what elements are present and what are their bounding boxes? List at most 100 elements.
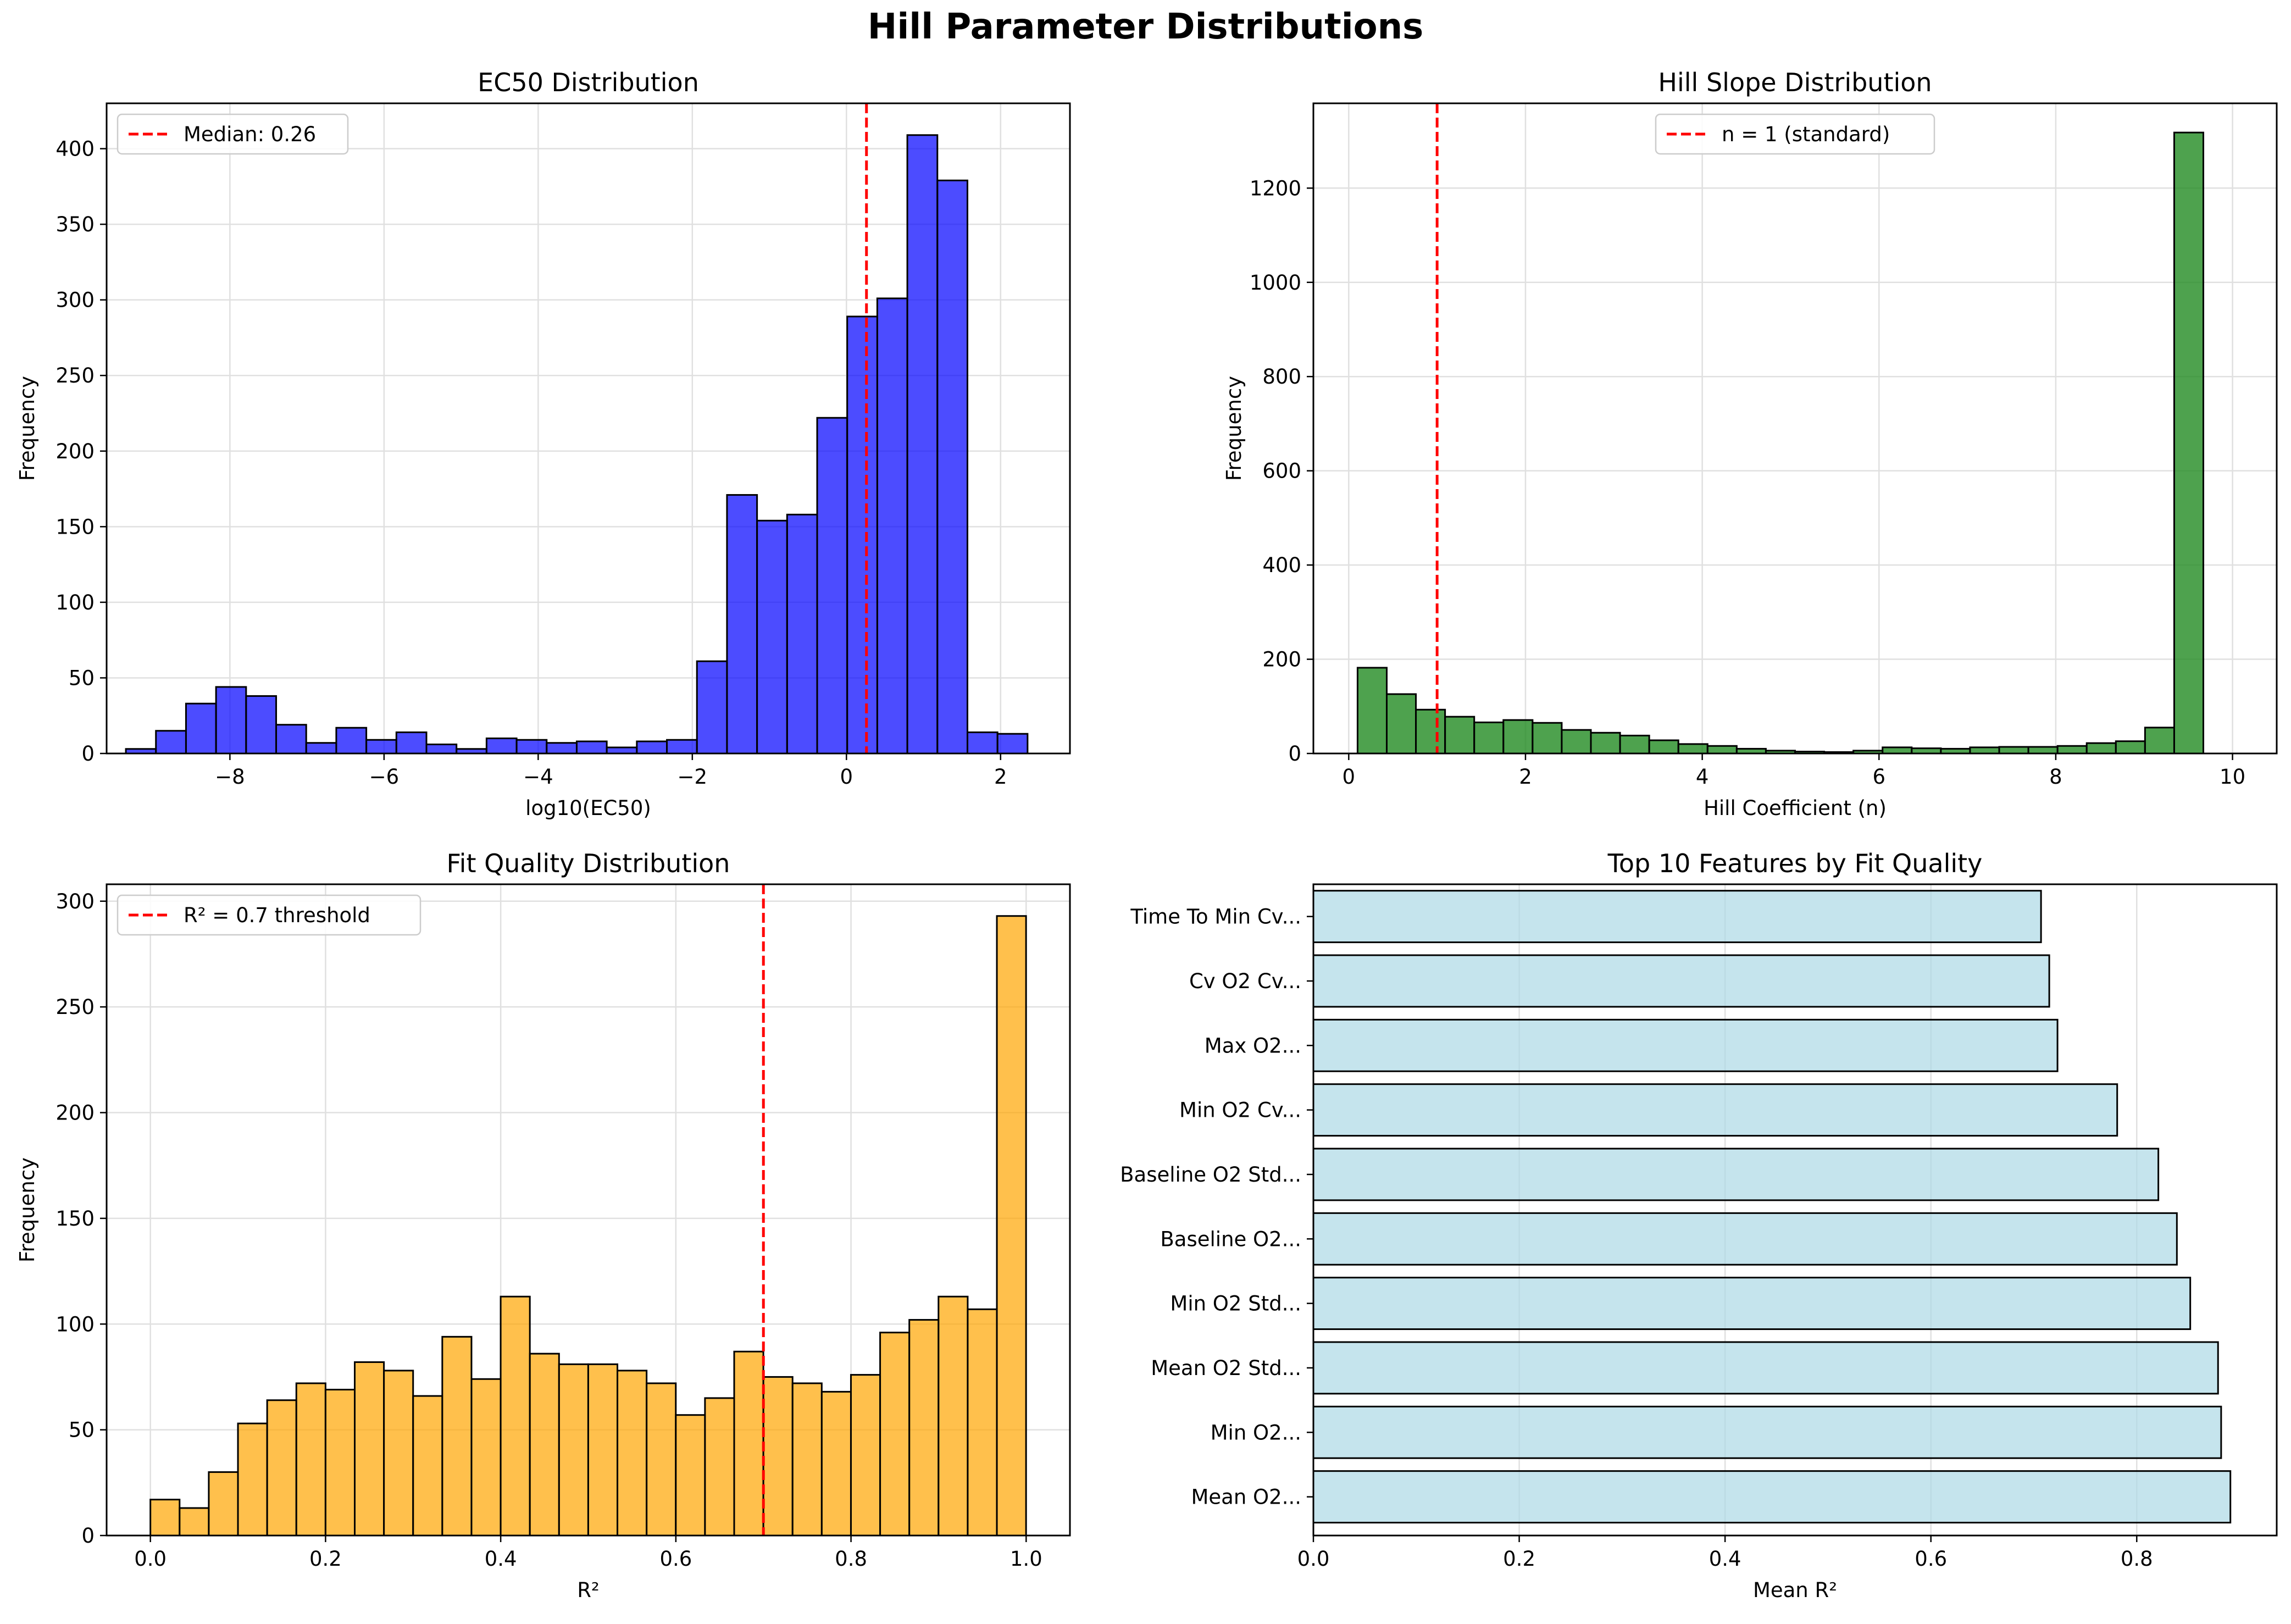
histogram-bar [1502, 719, 1534, 755]
histogram-bar [2115, 740, 2146, 755]
y-tick-label: 600 [1262, 459, 1301, 483]
histogram-bar [606, 746, 638, 755]
histogram-bar [515, 739, 548, 755]
feature-bar [1312, 954, 2050, 1008]
x-tick-label: 2 [994, 765, 1007, 789]
histogram-bar [335, 727, 368, 755]
x-axis-label: Mean R² [1753, 1578, 1837, 1602]
legend-label: R² = 0.7 threshold [184, 904, 370, 927]
histogram-bar [365, 739, 397, 755]
chart-panel-2: Hill Slope Distribution 0 2 4 6 8 10 0 200 400 600… [1222, 68, 2278, 820]
histogram-bar [1415, 708, 1446, 755]
y-tick-label: 50 [69, 666, 95, 690]
x-tick-label: −6 [369, 765, 400, 789]
histogram-bar [846, 315, 878, 755]
histogram-bar [666, 739, 698, 755]
x-tick-label: 0 [1343, 765, 1356, 789]
axes-frame [1312, 102, 2278, 755]
chart-panel-4: Top 10 Features by Fit Quality 0.0 0.2 0.4 0… [1120, 849, 2278, 1602]
histogram-bar [1590, 731, 1621, 755]
histogram-bar [1706, 745, 1738, 755]
legend: R² = 0.7 threshold [117, 894, 421, 936]
histogram-bar [786, 513, 818, 755]
histogram-bar [305, 742, 337, 755]
feature-bar [1312, 1470, 2232, 1524]
y-tick-label: 1200 [1250, 176, 1301, 200]
chart-title: Hill Slope Distribution [1658, 68, 1932, 97]
histogram-bar [2085, 742, 2117, 755]
feature-bar [1312, 1083, 2118, 1137]
histogram-bar [1561, 729, 1592, 755]
y-tick-label: Baseline O2... [1160, 1227, 1301, 1251]
histogram-bar [412, 1395, 443, 1537]
histogram-bar [617, 1370, 648, 1537]
y-tick-label: 250 [56, 364, 95, 387]
chart-panel-1: EC50 Distribution −8 −6 −4 −2 0 2 0 50 100 150 200 2… [15, 68, 1071, 820]
histogram-bar [587, 1363, 619, 1537]
chart-title: EC50 Distribution [478, 68, 699, 97]
x-tick-label: 10 [2220, 765, 2245, 789]
histogram-bar [966, 731, 999, 755]
y-tick-label: Min O2... [1211, 1421, 1301, 1444]
x-tick-label: 8 [2049, 765, 2062, 789]
x-axis-label: Hill Coefficient (n) [1704, 796, 1887, 820]
y-tick-label: 200 [56, 1101, 95, 1125]
x-tick-label: 4 [1696, 765, 1709, 789]
histogram-bar [353, 1361, 385, 1537]
x-tick-label: 0.4 [1709, 1547, 1741, 1571]
histogram-bar [791, 1382, 823, 1537]
x-tick-label: 0.2 [309, 1547, 342, 1571]
histogram-bar [1532, 722, 1563, 755]
feature-bar [1312, 890, 2042, 944]
legend-box [117, 113, 349, 155]
y-tick-label: 50 [69, 1418, 95, 1442]
histogram-bar [485, 737, 518, 755]
histogram-bar [1473, 721, 1505, 755]
histogram-bar [1619, 734, 1650, 755]
histogram-bar [876, 297, 908, 755]
y-tick-label: Mean O2... [1191, 1486, 1301, 1509]
histogram-bar [1882, 746, 1913, 755]
histogram-bar [155, 730, 187, 755]
x-tick-label: 0.8 [835, 1547, 867, 1571]
histogram-bar [996, 915, 1027, 1537]
y-tick-label: 150 [56, 515, 95, 539]
chart-panel-3: Fit Quality Distribution 0.0 0.2 0.4 0.6 0.8 1… [15, 849, 1071, 1602]
y-tick-label: 800 [1262, 365, 1301, 389]
histogram-bar [733, 1350, 764, 1537]
x-tick-label: 0.0 [1297, 1547, 1330, 1571]
x-tick-label: 0.2 [1503, 1547, 1535, 1571]
axes-frame [1312, 883, 2278, 1537]
histogram-bar [1444, 716, 1475, 755]
histogram-bar [967, 1308, 998, 1537]
histogram-bar [636, 740, 668, 755]
histogram-bar [646, 1382, 677, 1537]
histogram-bar [149, 1499, 181, 1537]
y-tick-label: 1000 [1250, 271, 1301, 295]
histogram-bar [237, 1422, 268, 1537]
histogram-bar [938, 1295, 969, 1537]
legend-box [117, 894, 421, 936]
x-tick-label: 0.8 [2121, 1547, 2153, 1571]
histogram-bar [470, 1378, 502, 1537]
histogram-bar [546, 742, 578, 755]
histogram-bar [704, 1397, 735, 1537]
legend-label: Median: 0.26 [184, 123, 316, 146]
histogram-bar [425, 743, 458, 755]
histogram-bar [395, 731, 428, 755]
x-tick-label: 0.6 [659, 1547, 692, 1571]
y-tick-label: Mean O2 Std... [1151, 1356, 1301, 1380]
histogram-bar [2027, 746, 2059, 755]
y-tick-label: 100 [56, 1312, 95, 1336]
y-tick-label: Min O2 Cv... [1179, 1099, 1301, 1122]
chart-title: Fit Quality Distribution [447, 849, 730, 878]
axes-frame [106, 883, 1071, 1537]
y-axis-label: Frequency [15, 1157, 39, 1262]
y-tick-label: 200 [56, 440, 95, 463]
feature-bar [1312, 1018, 2059, 1072]
y-tick-label: 400 [56, 137, 95, 161]
histogram-bar [295, 1382, 326, 1537]
y-tick-label: Time To Min Cv... [1130, 905, 1301, 929]
